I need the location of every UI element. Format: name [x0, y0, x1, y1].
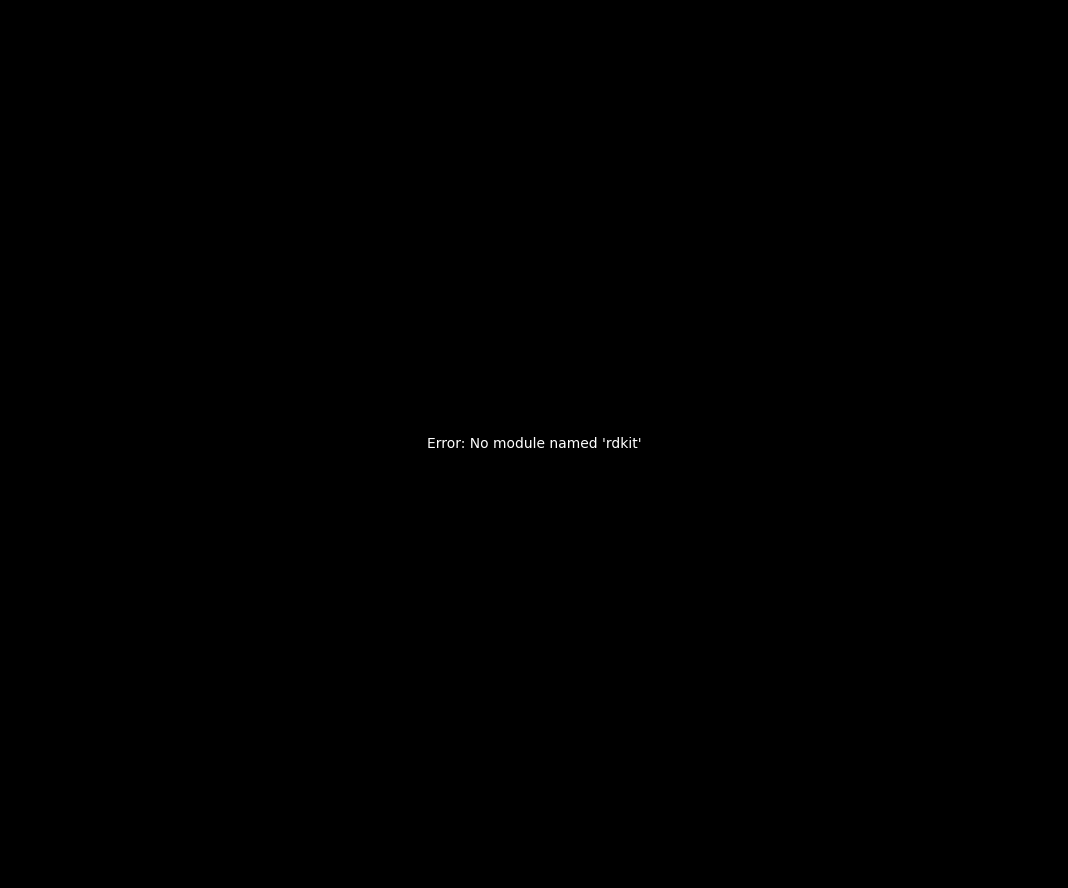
Text: Error: No module named 'rdkit': Error: No module named 'rdkit' [427, 437, 641, 451]
